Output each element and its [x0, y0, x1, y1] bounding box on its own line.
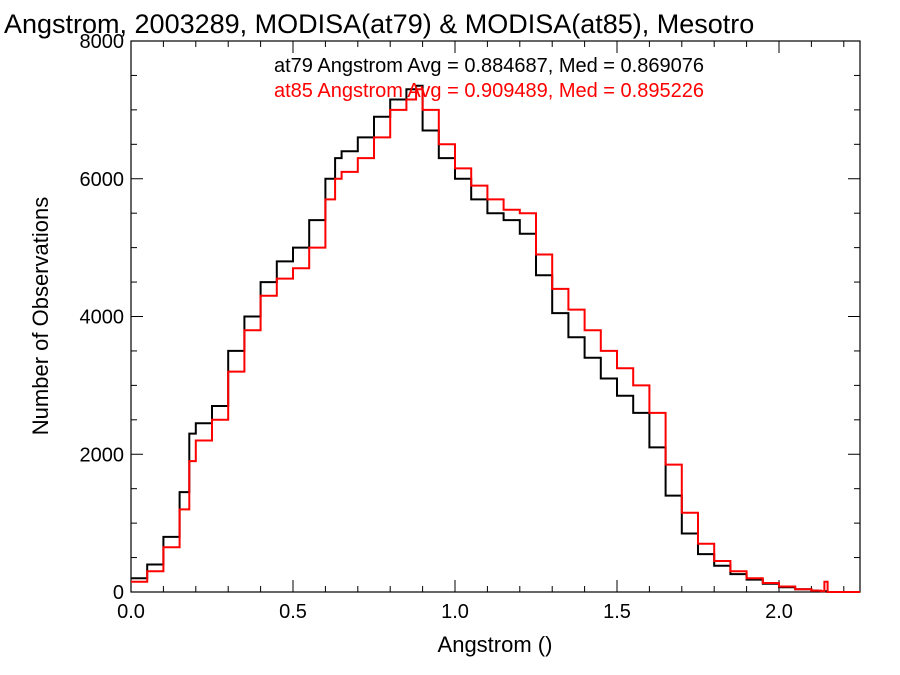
annotation-at79-stats: at79 Angstrom Avg = 0.884687, Med = 0.86…	[274, 55, 704, 77]
chart-title: Angstrom, 2003289, MODISA(at79) & MODISA…	[4, 9, 754, 39]
y-axis-label: Number of Observations	[28, 197, 53, 435]
x-tick-label: 1.0	[441, 601, 469, 623]
plot-frame	[130, 40, 861, 593]
x-tick-label: 1.5	[603, 601, 631, 623]
series-line-at79	[131, 84, 860, 593]
annotation-at85-stats: at85 Angstrom Avg = 0.909489, Med = 0.89…	[274, 80, 704, 102]
x-tick-label: 0.0	[117, 601, 145, 623]
x-axis-label: Angstrom ()	[438, 632, 553, 657]
x-tick-label: 0.5	[279, 601, 307, 623]
y-tick-label: 0	[113, 582, 124, 604]
series-line-at85	[131, 88, 860, 593]
y-tick-label: 6000	[80, 169, 125, 191]
y-tick-label: 8000	[80, 31, 125, 53]
y-tick-label: 4000	[80, 307, 125, 329]
plot-area: 0.0 0.5 1.0 1.5 2.0 0 2000 4000 6000 8000	[80, 31, 861, 623]
y-tick-label: 2000	[80, 444, 125, 466]
x-tick-label: 2.0	[765, 601, 793, 623]
